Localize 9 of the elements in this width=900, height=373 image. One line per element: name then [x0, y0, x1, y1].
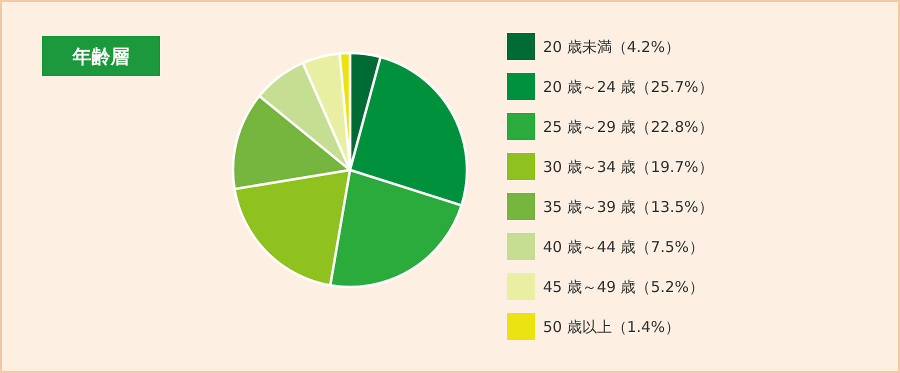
- legend-label: 30 歳～34 歳（19.7%）: [543, 158, 714, 176]
- legend-label: 20 歳～24 歳（25.7%）: [543, 78, 714, 96]
- legend-label: 45 歳～49 歳（5.2%）: [543, 278, 704, 296]
- legend-label: 50 歳以上（1.4%）: [543, 318, 680, 336]
- legend-label: 25 歳～29 歳（22.8%）: [543, 118, 714, 136]
- legend-label: 20 歳未満（4.2%）: [543, 38, 680, 56]
- legend-label: 40 歳～44 歳（7.5%）: [543, 238, 704, 256]
- legend-label: 35 歳～39 歳（13.5%）: [543, 198, 714, 216]
- text: 年齢層: [72, 46, 130, 68]
